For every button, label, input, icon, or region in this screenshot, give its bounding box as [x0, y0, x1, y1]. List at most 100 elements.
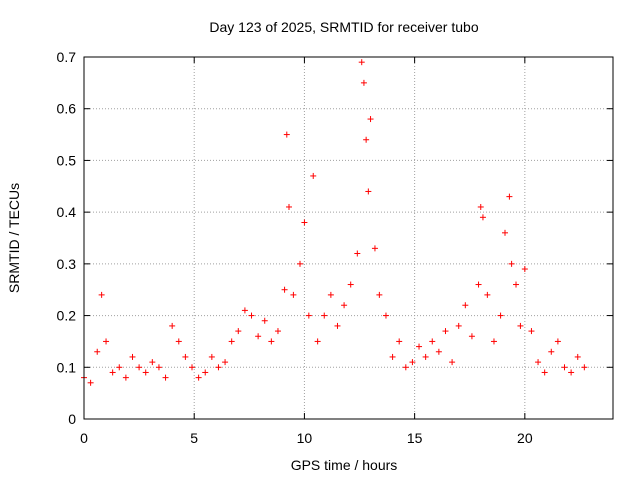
data-point: [301, 219, 308, 226]
data-point: [109, 369, 116, 376]
data-point: [122, 374, 129, 381]
data-point: [116, 364, 123, 371]
data-point: [208, 353, 215, 360]
data-point: [517, 322, 524, 329]
data-point: [535, 359, 542, 366]
data-point: [497, 312, 504, 319]
data-point: [477, 203, 484, 210]
data-point: [182, 353, 189, 360]
data-point: [462, 302, 469, 309]
data-point: [475, 281, 482, 288]
data-point: [396, 338, 403, 345]
data-point: [235, 328, 242, 335]
data-point: [574, 353, 581, 360]
data-point: [521, 266, 528, 273]
data-point: [341, 302, 348, 309]
data-point: [248, 312, 255, 319]
data-point: [321, 312, 328, 319]
data-point: [561, 364, 568, 371]
data-point: [548, 348, 555, 355]
data-point: [261, 317, 268, 324]
data-point: [310, 172, 317, 179]
x-tick-label: 0: [80, 430, 88, 446]
data-point: [479, 214, 486, 221]
data-point: [281, 286, 288, 293]
data-point: [195, 374, 202, 381]
data-point: [506, 193, 513, 200]
data-point: [554, 338, 561, 345]
x-tick-label: 5: [190, 430, 198, 446]
axes: 0 0.1 0.2 0.3 0.4 0.5 0.6 0.7 0 5 10 15 20: [57, 49, 613, 446]
data-point: [435, 348, 442, 355]
y-tick-label: 0.2: [57, 308, 77, 324]
data-point: [429, 338, 436, 345]
data-point: [347, 281, 354, 288]
data-point: [305, 312, 312, 319]
data-point: [222, 359, 229, 366]
data-point: [541, 369, 548, 376]
grid-lines: [84, 57, 613, 419]
data-point: [268, 338, 275, 345]
y-axis-label: SRMTID / TECUs: [6, 183, 22, 293]
plot-frame: [83, 56, 614, 420]
data-point: [283, 131, 290, 138]
data-point: [416, 343, 423, 350]
data-point: [360, 79, 367, 86]
x-tick-label: 15: [407, 430, 423, 446]
data-point: [155, 364, 162, 371]
data-point: [389, 353, 396, 360]
data-point: [297, 260, 304, 267]
data-point: [162, 374, 169, 381]
y-tick-label: 0: [68, 411, 76, 427]
data-point: [449, 359, 456, 366]
data-point: [422, 353, 429, 360]
y-tick-label: 0.7: [57, 49, 77, 65]
data-point: [568, 369, 575, 376]
data-point: [255, 333, 262, 340]
data-point: [98, 291, 105, 298]
data-point: [285, 203, 292, 210]
data-point: [365, 188, 372, 195]
data-points: [81, 59, 588, 386]
data-point: [376, 291, 383, 298]
data-point: [175, 338, 182, 345]
data-point: [228, 338, 235, 345]
data-point: [103, 338, 110, 345]
data-point: [490, 338, 497, 345]
x-tick-label: 10: [297, 430, 313, 446]
data-point: [87, 379, 94, 386]
data-point: [442, 328, 449, 335]
data-point: [314, 338, 321, 345]
chart-title: Day 123 of 2025, SRMTID for receiver tub…: [209, 19, 478, 35]
data-point: [142, 369, 149, 376]
data-point: [501, 229, 508, 236]
data-point: [367, 116, 374, 123]
data-point: [94, 348, 101, 355]
data-point: [508, 260, 515, 267]
y-tick-label: 0.5: [57, 152, 77, 168]
data-point: [371, 245, 378, 252]
data-point: [189, 364, 196, 371]
data-point: [327, 291, 334, 298]
data-point: [455, 322, 462, 329]
data-point: [382, 312, 389, 319]
data-point: [581, 364, 588, 371]
data-point: [136, 364, 143, 371]
data-point: [290, 291, 297, 298]
x-tick-label: 20: [517, 430, 533, 446]
data-point: [354, 250, 361, 257]
y-tick-label: 0.1: [57, 359, 77, 375]
data-point: [409, 359, 416, 366]
y-tick-label: 0.4: [57, 204, 77, 220]
data-point: [274, 328, 281, 335]
data-point: [363, 136, 370, 143]
data-point: [528, 328, 535, 335]
data-point: [334, 322, 341, 329]
data-point: [129, 353, 136, 360]
y-tick-label: 0.6: [57, 101, 77, 117]
data-point: [169, 322, 176, 329]
data-point: [149, 359, 156, 366]
y-tick-label: 0.3: [57, 256, 77, 272]
data-point: [241, 307, 248, 314]
